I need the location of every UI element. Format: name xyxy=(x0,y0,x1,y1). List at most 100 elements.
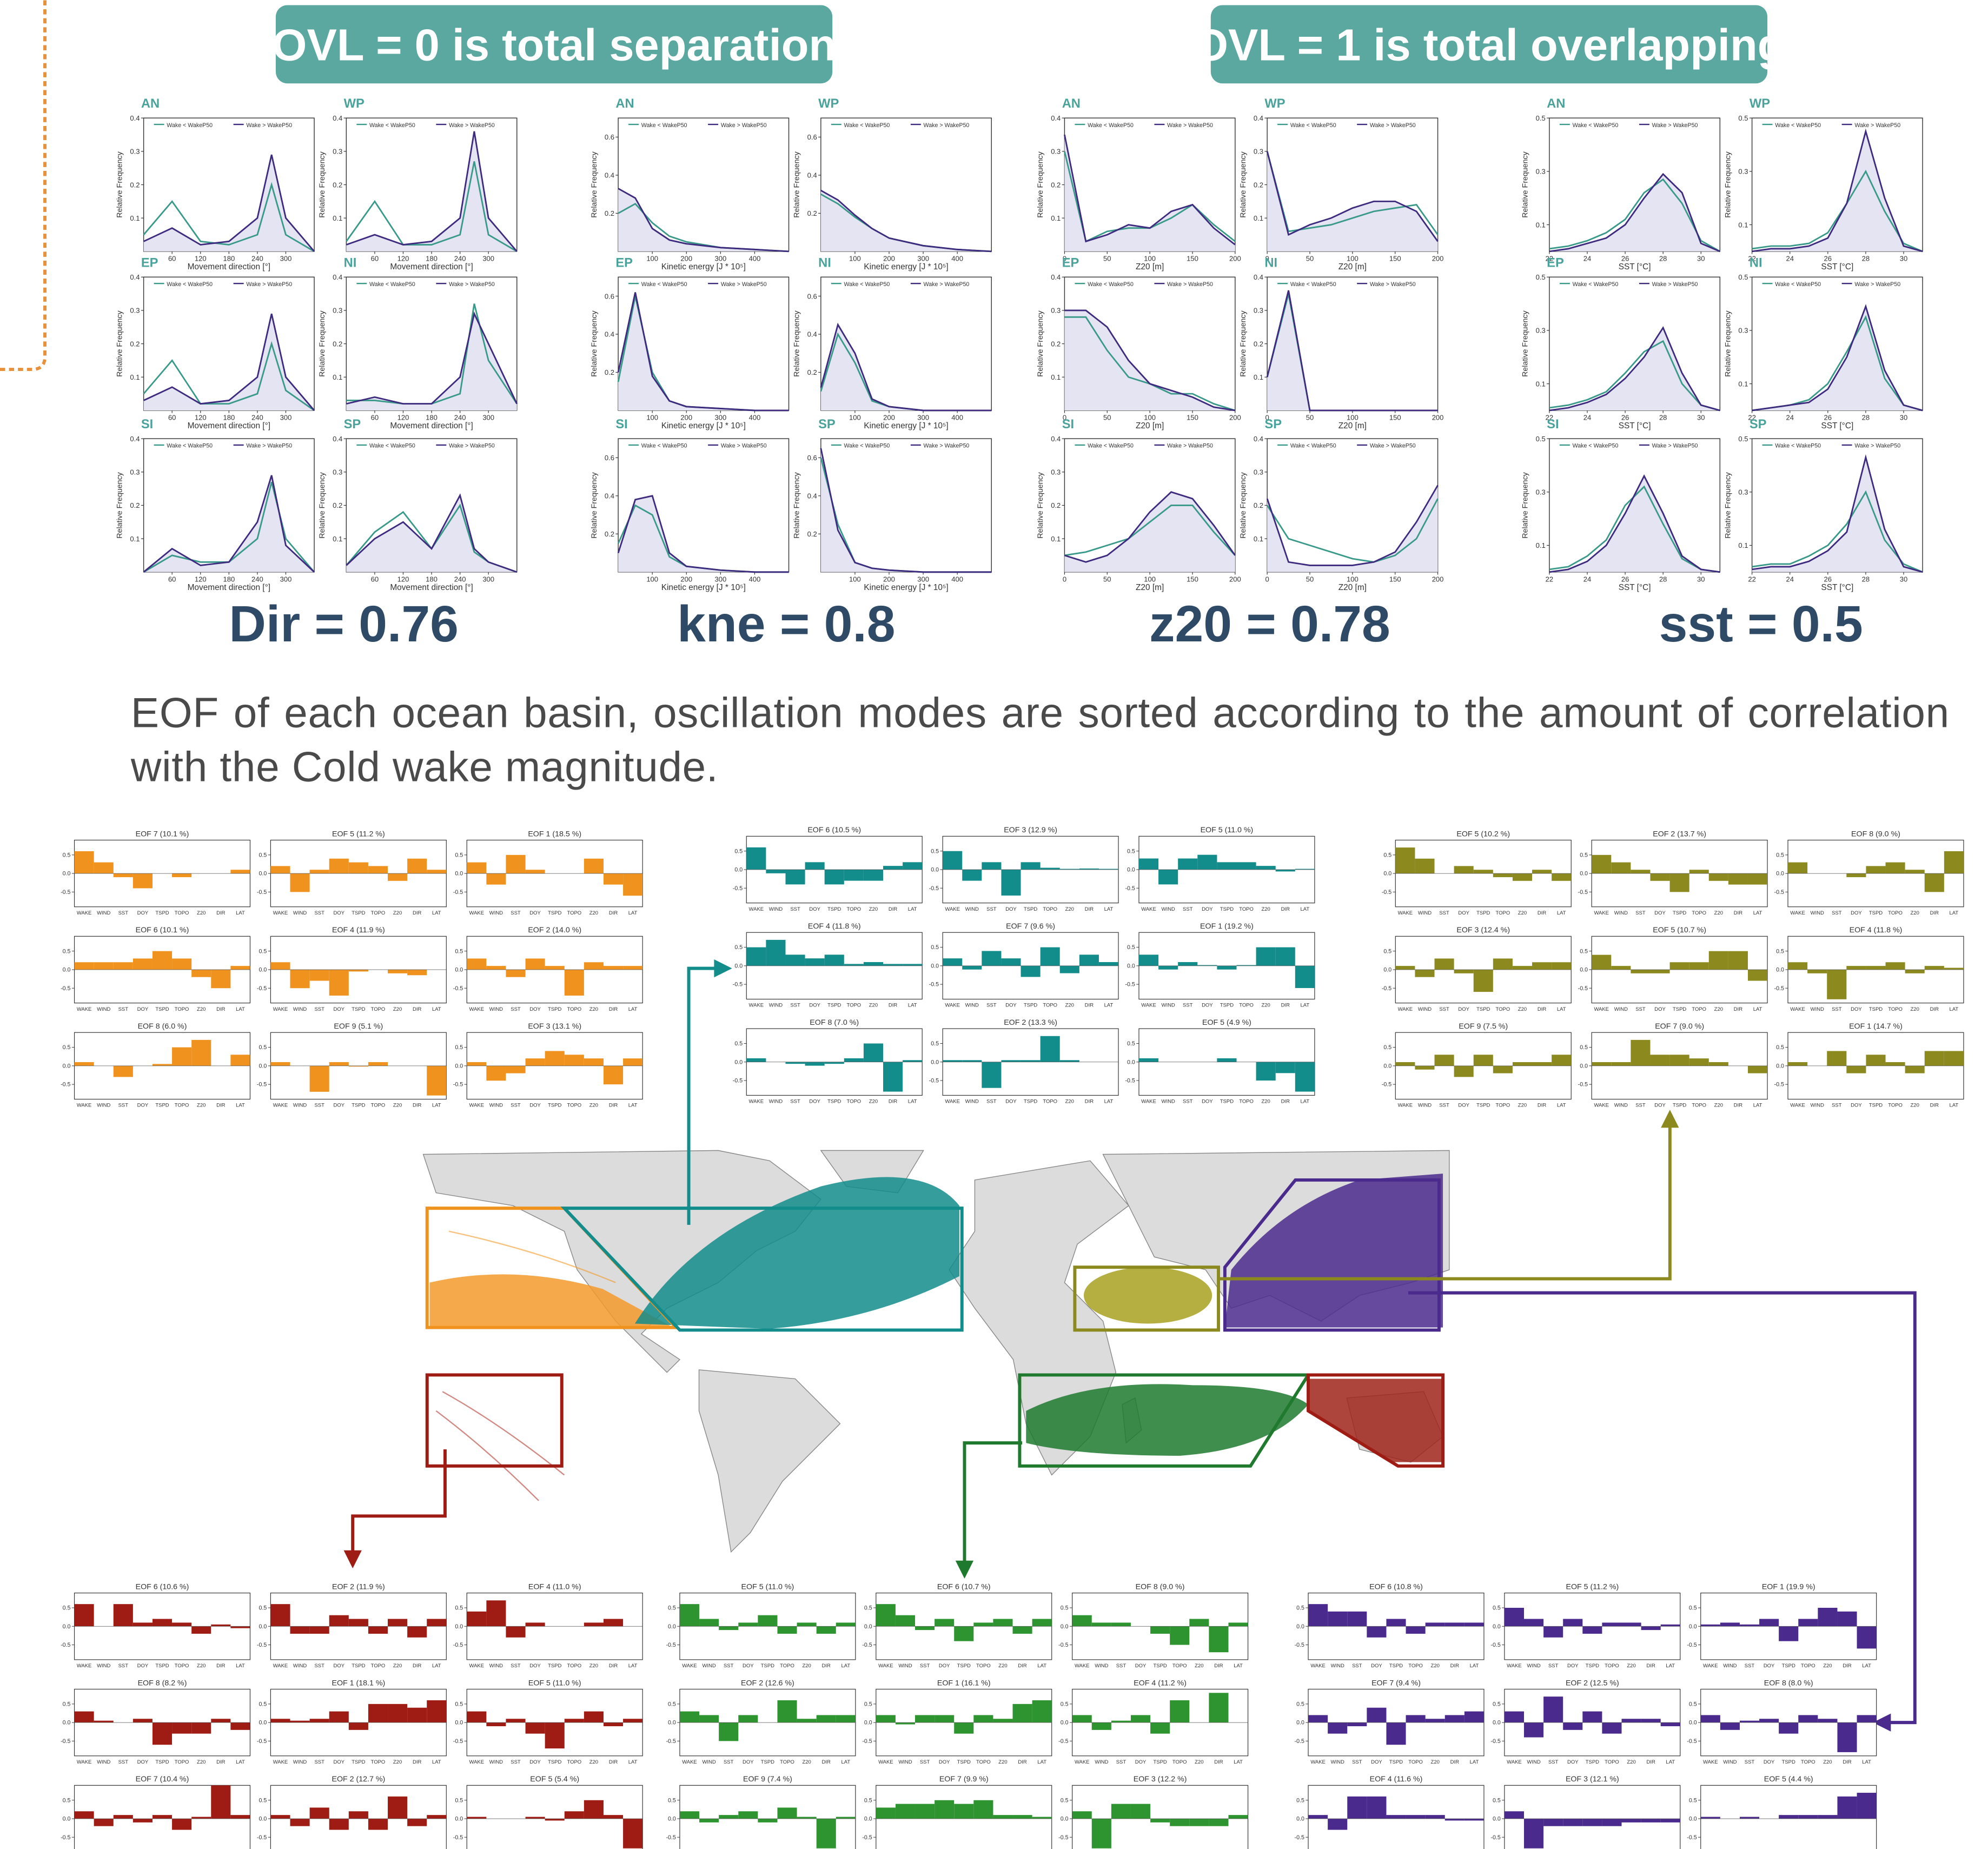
bar xyxy=(1759,1719,1779,1722)
y-tick-label: 0.5 xyxy=(455,1701,463,1707)
bar xyxy=(1150,1722,1170,1734)
x-axis-label: Kinetic energy [J * 10⁵] xyxy=(864,583,948,592)
y-tick-label: 0.5 xyxy=(1383,948,1391,955)
x-tick-label: LAT xyxy=(1666,1663,1675,1669)
bar xyxy=(329,859,349,873)
bar xyxy=(982,862,1001,870)
x-tick-label: Z20 xyxy=(1431,1663,1440,1669)
bar xyxy=(864,962,883,966)
y-tick-label: 0.5 xyxy=(455,852,463,858)
x-axis-label: Movement direction [°] xyxy=(390,583,473,592)
bar xyxy=(1276,947,1295,966)
bar xyxy=(1827,1051,1846,1065)
bar xyxy=(1602,1819,1621,1826)
y-tick-label: -0.5 xyxy=(1687,1738,1697,1745)
bar xyxy=(903,862,922,870)
bar xyxy=(290,1626,310,1634)
bar xyxy=(1728,873,1748,885)
bar xyxy=(973,1622,993,1626)
bar xyxy=(883,866,903,870)
x-tick-label: WAKE xyxy=(273,1759,288,1765)
bar xyxy=(746,847,766,870)
x-tick-label: 200 xyxy=(883,575,895,584)
y-axis-label: Relative Frequency xyxy=(1036,472,1045,538)
bar xyxy=(864,1043,883,1062)
x-tick-label: 150 xyxy=(1187,575,1198,584)
x-tick-label: LAT xyxy=(1753,910,1762,916)
bar xyxy=(738,1811,758,1819)
bar xyxy=(1445,1819,1465,1820)
x-tick-label: TOPO xyxy=(175,910,189,916)
bar xyxy=(486,1722,506,1726)
x-tick-label: TOPO xyxy=(846,906,861,912)
bar xyxy=(1072,1811,1092,1819)
x-tick-label: WAKE xyxy=(945,906,960,912)
bar xyxy=(1209,1626,1228,1652)
legend-label: Wake > WakeP50 xyxy=(721,281,767,288)
x-tick-label: LAT xyxy=(1753,1103,1762,1109)
y-tick-label: 0.0 xyxy=(455,1720,463,1726)
y-tick-label: 0.0 xyxy=(931,867,939,873)
x-tick-label: 24 xyxy=(1786,414,1794,422)
y-tick-label: 0.5 xyxy=(259,1701,267,1707)
y-tick-label: 0.5 xyxy=(455,1044,463,1051)
x-tick-label: WAKE xyxy=(878,1759,893,1765)
x-axis-label: Kinetic energy [J * 10⁵] xyxy=(864,421,948,430)
x-tick-label: DIR xyxy=(413,1006,421,1012)
y-axis-label: Relative Frequency xyxy=(590,151,599,217)
x-tick-label: 30 xyxy=(1900,575,1908,584)
bar xyxy=(903,964,922,965)
bar xyxy=(1328,1722,1347,1734)
bar xyxy=(1650,970,1669,973)
legend-label: Wake > WakeP50 xyxy=(1652,281,1698,288)
bar xyxy=(349,1722,368,1730)
bar xyxy=(1131,1804,1150,1819)
y-tick-label: 0.5 xyxy=(1580,1044,1588,1051)
x-tick-label: DIR xyxy=(1018,1759,1026,1765)
x-tick-label: TSPD xyxy=(957,1759,971,1765)
y-tick-label: 0.2 xyxy=(1254,501,1263,509)
bar xyxy=(1276,870,1295,871)
y-tick-label: 0.0 xyxy=(259,967,267,973)
x-tick-label: 100 xyxy=(849,255,861,263)
bar xyxy=(1524,1819,1543,1848)
bar xyxy=(1426,1622,1445,1626)
x-tick-label: TOPO xyxy=(1692,1006,1706,1012)
x-tick-label: TSPD xyxy=(1869,1103,1883,1109)
y-tick-label: 0.5 xyxy=(1061,1605,1069,1612)
x-tick-label: 50 xyxy=(1306,414,1314,422)
y-axis-label: Relative Frequency xyxy=(1724,472,1732,538)
x-tick-label: 300 xyxy=(280,575,292,584)
y-tick-label: 0.2 xyxy=(130,340,140,348)
y-tick-label: -0.5 xyxy=(666,1642,675,1648)
y-tick-label: 0.5 xyxy=(1776,852,1784,858)
x-tick-label: SST xyxy=(511,1759,521,1765)
y-tick-label: -0.5 xyxy=(257,1738,267,1745)
legend-label: Wake < WakeP50 xyxy=(641,443,687,449)
bar xyxy=(817,1715,836,1722)
x-tick-label: WAKE xyxy=(273,910,288,916)
y-tick-label: 0.0 xyxy=(455,1623,463,1630)
bar xyxy=(836,1817,856,1819)
x-tick-label: TSPD xyxy=(1220,1099,1234,1105)
panel-title: EOF 9 (5.1 %) xyxy=(334,1022,383,1031)
bar xyxy=(1611,863,1631,874)
y-axis-label: Relative Frequency xyxy=(793,310,801,376)
x-axis-label: Kinetic energy [J * 10⁵] xyxy=(661,583,746,592)
bar xyxy=(1256,866,1276,870)
bar xyxy=(1308,1715,1328,1722)
y-tick-label: 0.4 xyxy=(333,273,342,281)
x-tick-label: 0 xyxy=(1063,575,1066,584)
x-tick-label: TSPD xyxy=(352,1103,365,1109)
y-tick-label: 0.0 xyxy=(1776,871,1784,877)
y-tick-label: -0.5 xyxy=(1774,1082,1784,1088)
x-tick-label: WIND xyxy=(1811,910,1824,916)
y-tick-label: -0.5 xyxy=(61,1642,70,1648)
bar xyxy=(993,1815,1012,1819)
y-axis-label: Relative Frequency xyxy=(590,310,599,376)
bar xyxy=(1925,873,1944,892)
x-tick-label: Z20 xyxy=(197,1759,206,1765)
x-tick-label: 100 xyxy=(1144,255,1156,263)
bar xyxy=(817,1819,836,1848)
x-tick-label: TSPD xyxy=(761,1663,774,1669)
